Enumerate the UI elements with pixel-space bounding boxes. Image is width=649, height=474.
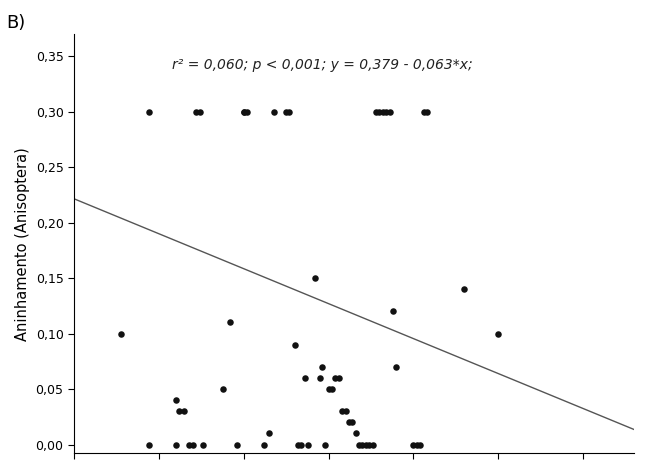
Point	[354, 441, 364, 448]
Point	[330, 374, 341, 382]
Point	[269, 108, 280, 116]
Point	[323, 385, 334, 393]
Text: r² = 0,060; p < 0,001; y = 0,379 - 0,063*x;: r² = 0,060; p < 0,001; y = 0,379 - 0,063…	[173, 58, 473, 73]
Point	[415, 441, 425, 448]
Point	[296, 441, 306, 448]
Point	[388, 308, 398, 315]
Point	[289, 341, 300, 348]
Point	[303, 441, 313, 448]
Point	[317, 363, 327, 371]
Point	[340, 408, 350, 415]
Point	[232, 441, 242, 448]
Point	[174, 408, 184, 415]
Point	[326, 385, 337, 393]
Point	[371, 108, 381, 116]
Point	[238, 108, 249, 116]
Point	[238, 108, 249, 116]
Point	[171, 441, 181, 448]
Point	[408, 441, 419, 448]
Point	[143, 108, 154, 116]
Point	[293, 441, 303, 448]
Point	[310, 274, 320, 282]
Point	[422, 108, 432, 116]
Point	[242, 108, 252, 116]
Text: B): B)	[6, 14, 26, 32]
Point	[358, 441, 368, 448]
Point	[391, 363, 402, 371]
Point	[334, 374, 344, 382]
Point	[364, 441, 374, 448]
Point	[374, 108, 385, 116]
Point	[218, 385, 228, 393]
Point	[384, 108, 395, 116]
Point	[116, 330, 127, 337]
Point	[320, 441, 330, 448]
Point	[337, 408, 347, 415]
Point	[315, 374, 325, 382]
Point	[347, 419, 358, 426]
Point	[419, 108, 429, 116]
Point	[264, 429, 275, 437]
Point	[179, 408, 190, 415]
Point	[225, 319, 236, 326]
Point	[184, 441, 195, 448]
Point	[493, 330, 504, 337]
Point	[344, 419, 354, 426]
Point	[191, 108, 201, 116]
Point	[171, 396, 181, 404]
Point	[194, 108, 204, 116]
Point	[143, 441, 154, 448]
Point	[381, 108, 391, 116]
Point	[367, 441, 378, 448]
Point	[361, 441, 371, 448]
Y-axis label: Aninhamento (Anisoptera): Aninhamento (Anisoptera)	[15, 147, 30, 341]
Point	[300, 374, 310, 382]
Point	[350, 429, 361, 437]
Point	[281, 108, 291, 116]
Point	[459, 285, 469, 293]
Point	[259, 441, 269, 448]
Point	[378, 108, 388, 116]
Point	[411, 441, 422, 448]
Point	[284, 108, 295, 116]
Point	[198, 441, 208, 448]
Point	[188, 441, 198, 448]
